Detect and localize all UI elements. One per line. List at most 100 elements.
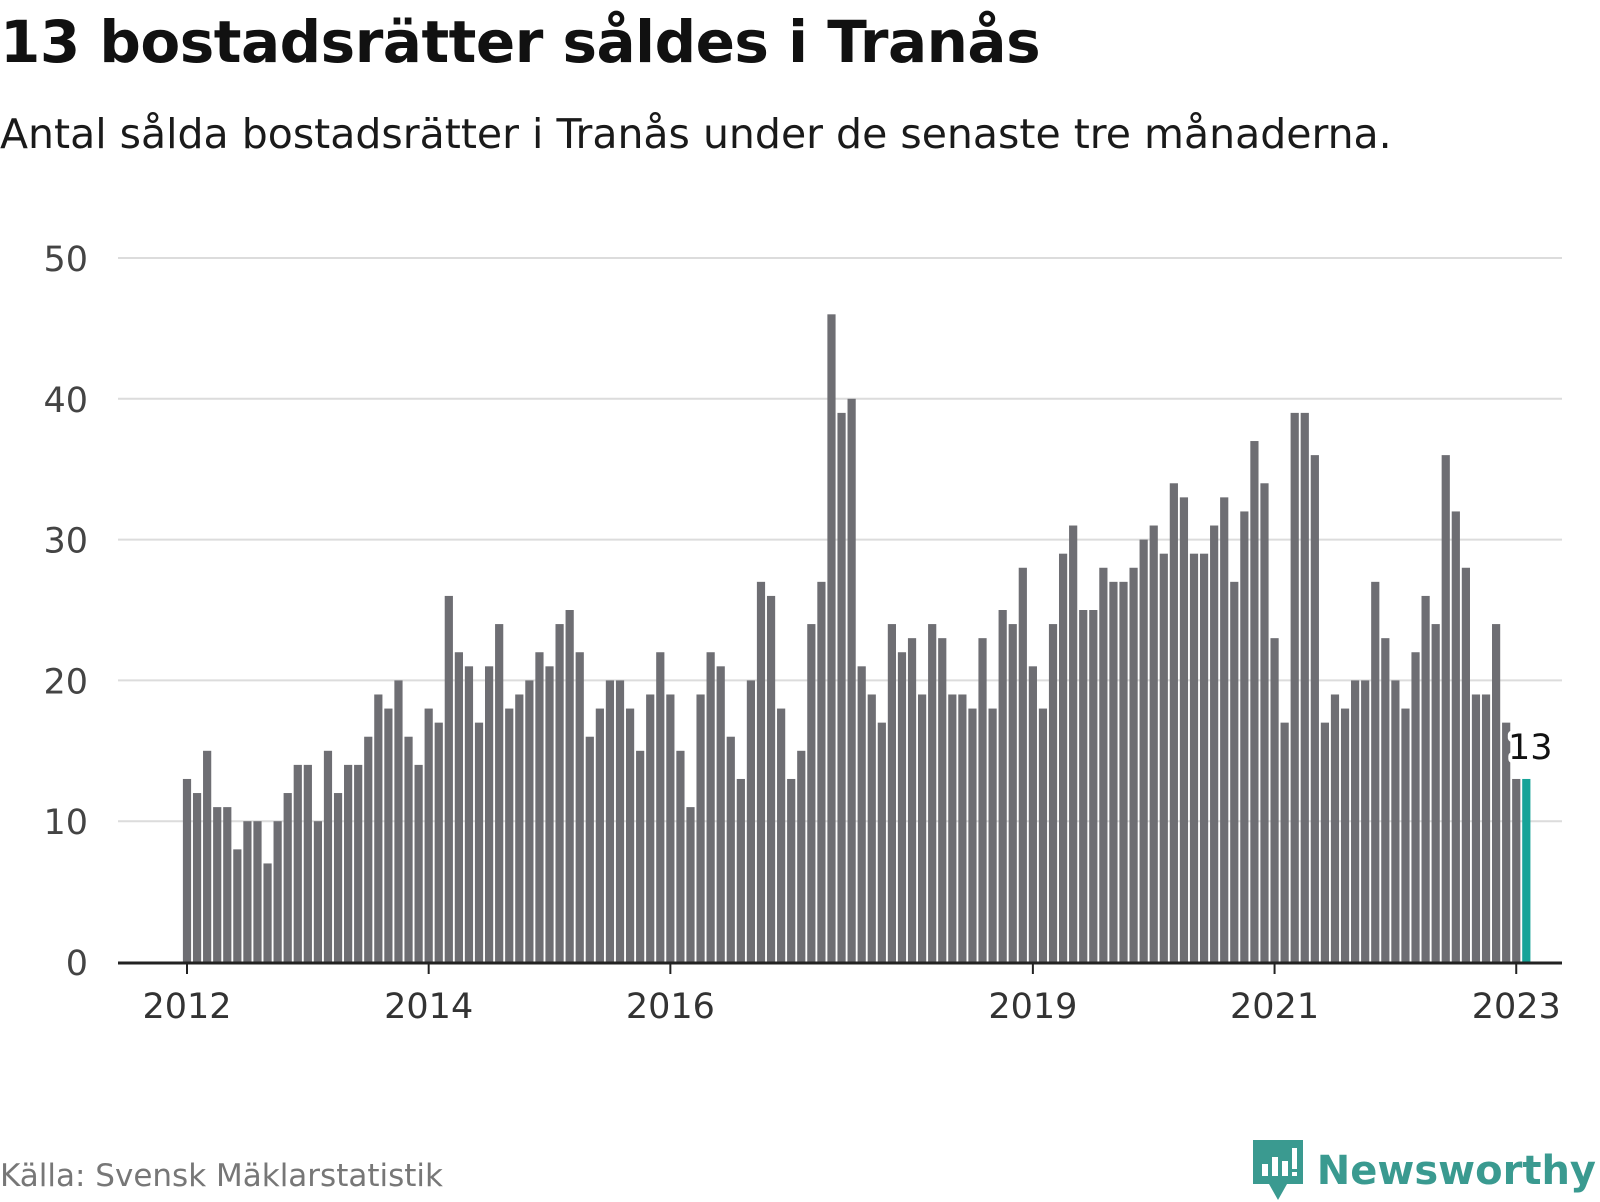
bar — [867, 694, 876, 962]
brand-name: Newsworthy — [1316, 1148, 1596, 1194]
bar — [414, 764, 423, 962]
bar — [404, 736, 413, 962]
bar — [1159, 553, 1168, 962]
bar — [1401, 708, 1410, 962]
bar — [243, 821, 252, 962]
bar — [273, 821, 282, 962]
bar — [787, 778, 796, 962]
bar — [726, 736, 735, 962]
bar — [394, 680, 403, 962]
bar — [978, 638, 987, 962]
bar — [374, 694, 383, 962]
bar — [837, 412, 846, 962]
bar — [364, 736, 373, 962]
y-tick-label: 20 — [43, 662, 88, 702]
chart-title: 13 bostadsrätter såldes i Tranås — [0, 8, 1041, 76]
bar — [857, 666, 866, 962]
bar — [756, 581, 766, 962]
bar — [1169, 483, 1178, 962]
bar — [424, 708, 433, 962]
bars — [182, 314, 1531, 962]
bar — [253, 821, 262, 962]
bar — [303, 764, 312, 962]
bar — [1018, 567, 1027, 962]
bar — [948, 694, 957, 962]
bar — [887, 624, 896, 962]
x-tick-label: 2021 — [1230, 987, 1319, 1027]
bar — [817, 581, 826, 962]
bar — [1502, 722, 1511, 962]
bar — [1461, 567, 1470, 962]
x-tick-label: 2016 — [626, 987, 715, 1027]
bar — [323, 750, 333, 962]
bar — [696, 694, 705, 962]
bar — [1230, 581, 1239, 962]
bar-highlight — [1522, 778, 1531, 962]
bar — [1038, 708, 1048, 962]
bar — [1240, 511, 1249, 962]
bar — [1220, 497, 1229, 962]
bar — [1109, 581, 1118, 962]
bar — [1381, 638, 1390, 962]
bar — [1300, 412, 1309, 962]
bar — [1371, 581, 1380, 962]
bar — [1280, 722, 1289, 962]
bar — [555, 624, 564, 962]
bar — [877, 722, 886, 962]
y-tick-label: 10 — [43, 803, 88, 843]
bar — [1008, 624, 1017, 962]
bar — [354, 764, 363, 962]
bar — [444, 595, 453, 962]
x-axis-ticks: 2012 2014 2016 2019 2021 2023 — [142, 964, 1561, 1027]
bar — [1058, 553, 1068, 962]
bar — [706, 652, 715, 962]
bar — [565, 610, 574, 962]
bar — [575, 652, 584, 962]
bar — [1471, 694, 1481, 962]
bar — [1492, 624, 1501, 962]
bar — [797, 750, 806, 962]
bar — [968, 708, 977, 962]
bar — [263, 863, 272, 962]
bar — [1139, 539, 1148, 962]
bar — [958, 694, 967, 962]
bar — [686, 807, 695, 962]
bar — [505, 708, 514, 962]
source-note: Källa: Svensk Mäklarstatistik — [0, 1158, 443, 1194]
y-axis-ticks: 0 10 20 30 40 50 — [43, 240, 88, 984]
bar — [766, 595, 776, 962]
bar — [344, 764, 353, 962]
bar — [474, 722, 484, 962]
bar — [746, 680, 756, 962]
bar — [1189, 553, 1199, 962]
bar — [605, 680, 615, 962]
bar — [907, 638, 917, 962]
bar — [777, 708, 786, 962]
bar — [656, 652, 665, 962]
bar — [515, 694, 524, 962]
bar — [988, 708, 997, 962]
x-tick-label: 2023 — [1472, 987, 1561, 1027]
bar — [1210, 525, 1219, 962]
bar — [1351, 680, 1360, 962]
bar — [676, 750, 685, 962]
bar — [1310, 455, 1319, 962]
bar — [716, 666, 725, 962]
newsworthy-logo-icon — [1252, 1140, 1303, 1200]
bar — [223, 807, 232, 962]
bar — [464, 666, 474, 962]
bar — [897, 652, 907, 962]
bar — [585, 736, 594, 962]
bar — [1451, 511, 1460, 962]
bar — [495, 624, 504, 962]
bar — [535, 652, 544, 962]
bar — [333, 793, 343, 962]
bar — [192, 793, 202, 962]
bar — [1481, 694, 1491, 962]
bar — [1361, 680, 1370, 962]
bar — [827, 314, 836, 962]
bar — [1119, 581, 1128, 962]
bar — [1411, 652, 1420, 962]
bar — [1290, 412, 1299, 962]
